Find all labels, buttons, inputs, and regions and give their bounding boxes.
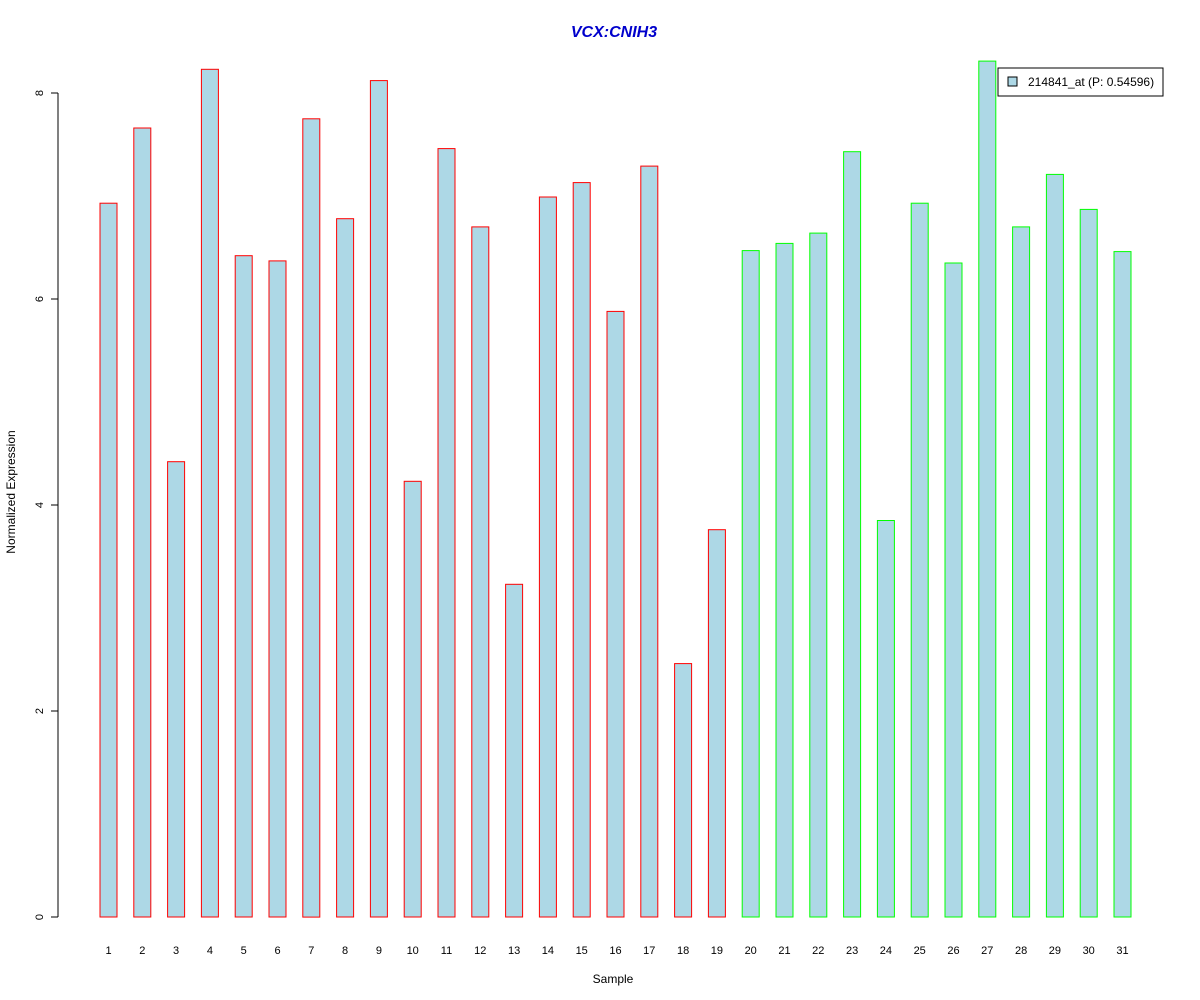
- bar-sample-15: [572, 182, 591, 918]
- bar-sample-10: [403, 480, 422, 918]
- x-tick-label: 2: [139, 945, 145, 957]
- bar-sample-17: [640, 165, 659, 918]
- x-tick-label: 12: [474, 945, 486, 957]
- bar-sample-22: [809, 232, 828, 918]
- x-tick-label: 3: [173, 945, 179, 957]
- x-tick-label: 22: [812, 945, 824, 957]
- bar-sample-18: [674, 663, 693, 918]
- x-tick-label: 14: [542, 945, 554, 957]
- x-tick-label: 10: [407, 945, 419, 957]
- x-axis-label: Sample: [593, 972, 634, 986]
- x-tick-label: 15: [576, 945, 588, 957]
- bar-sample-28: [1012, 226, 1031, 918]
- x-tick-label: 6: [274, 945, 280, 957]
- bar-sample-25: [910, 202, 929, 918]
- bar-sample-14: [538, 196, 557, 918]
- x-tick-label: 26: [947, 945, 959, 957]
- bar-sample-27: [978, 60, 997, 918]
- x-tick-label: 16: [609, 945, 621, 957]
- bar-sample-26: [944, 262, 963, 918]
- bar-sample-5: [234, 255, 253, 918]
- bar-sample-21: [775, 242, 794, 918]
- legend-swatch: [1007, 76, 1018, 87]
- bar-sample-16: [606, 310, 625, 918]
- bar-sample-29: [1045, 173, 1064, 918]
- x-tick-label: 24: [880, 945, 892, 957]
- x-tick-label: 7: [308, 945, 314, 957]
- y-tick-label: 0: [34, 914, 46, 920]
- legend-label: 214841_at (P: 0.54596): [1028, 75, 1154, 89]
- bar-sample-7: [302, 118, 321, 918]
- x-tick-label: 27: [981, 945, 993, 957]
- bar-sample-30: [1079, 208, 1098, 918]
- legend-box: [997, 67, 1164, 97]
- x-tick-label: 17: [643, 945, 655, 957]
- y-tick-label: 6: [34, 296, 46, 302]
- bar-sample-12: [471, 226, 490, 918]
- bar-sample-3: [167, 461, 186, 918]
- bar-sample-23: [843, 151, 862, 918]
- y-tick-label: 4: [34, 502, 46, 508]
- x-tick-label: 8: [342, 945, 348, 957]
- bar-sample-2: [133, 127, 152, 918]
- x-tick-label: 19: [711, 945, 723, 957]
- bar-sample-19: [707, 529, 726, 918]
- bar-sample-11: [437, 148, 456, 918]
- x-tick-label: 29: [1049, 945, 1061, 957]
- legend: 214841_at (P: 0.54596): [997, 67, 1164, 97]
- bar-sample-9: [369, 80, 388, 918]
- bar-sample-20: [741, 250, 760, 918]
- x-tick-label: 13: [508, 945, 520, 957]
- x-tick-label: 5: [241, 945, 247, 957]
- y-tick-label: 8: [34, 90, 46, 96]
- x-tick-label: 4: [207, 945, 213, 957]
- x-tick-label: 30: [1083, 945, 1095, 957]
- x-tick-label: 18: [677, 945, 689, 957]
- bar-sample-31: [1113, 251, 1132, 918]
- x-tick-label: 1: [105, 945, 111, 957]
- x-tick-label: 25: [914, 945, 926, 957]
- bar-sample-8: [336, 218, 355, 918]
- x-tick-label: 9: [376, 945, 382, 957]
- x-tick-label: 11: [441, 945, 452, 957]
- x-tick-labels: 1 2 3 4 5 6 7 8 9 10 11 12 13 14 15 16 17 18 19 20 21 22 23 24 2…: [105, 945, 1128, 957]
- y-axis: 0 2 4 6 8: [34, 90, 59, 920]
- bar-sample-1: [99, 202, 118, 918]
- bars: [99, 60, 1132, 918]
- bar-sample-24: [876, 520, 895, 918]
- x-tick-label: 21: [778, 945, 790, 957]
- x-tick-label: 31: [1116, 945, 1128, 957]
- x-tick-label: 20: [745, 945, 757, 957]
- bar-sample-4: [200, 68, 219, 918]
- chart-title: VCX:CNIH3: [571, 24, 657, 41]
- y-axis-label: Normalized Expression: [4, 430, 18, 553]
- x-tick-label: 23: [846, 945, 858, 957]
- bar-sample-13: [505, 583, 524, 918]
- y-tick-label: 2: [34, 708, 46, 714]
- bar-sample-6: [268, 260, 287, 918]
- x-tick-label: 28: [1015, 945, 1027, 957]
